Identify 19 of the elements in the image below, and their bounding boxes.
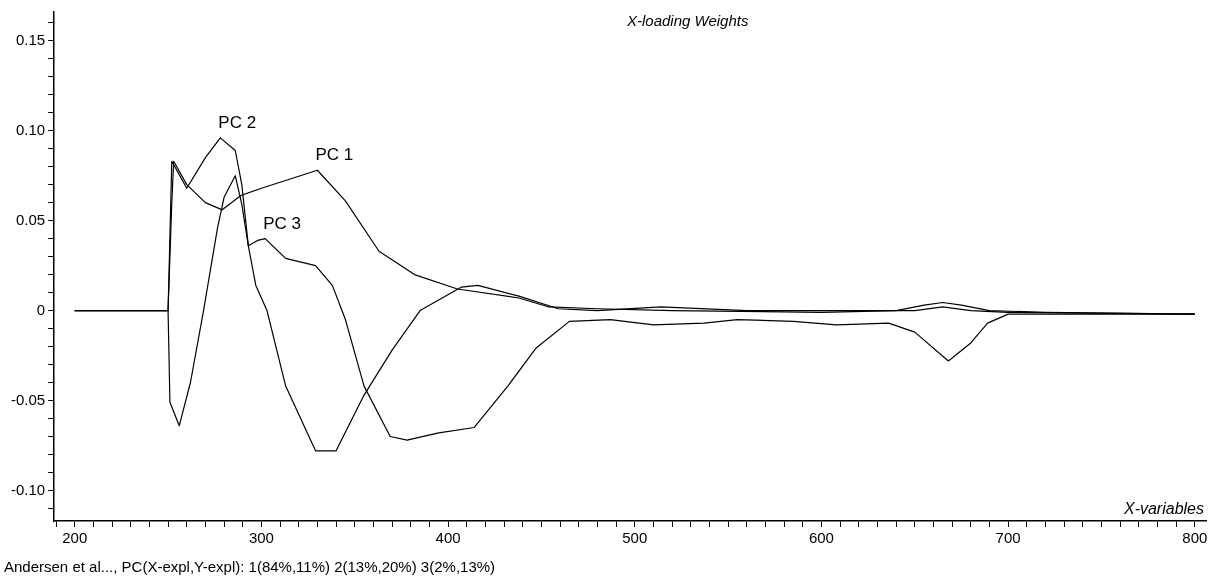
y-tick-label: 0.10 [15, 120, 46, 138]
x-tick-label: 600 [808, 529, 834, 547]
x-tick-label: 800 [1182, 529, 1208, 547]
x-tick-label: 700 [995, 529, 1021, 547]
x-tick-label: 400 [435, 529, 461, 547]
text: Andersen et al..., PC(X-expl,Y-expl): 1(84%,11%) 2(13%,20%) 3(2%,13%) [4, 557, 496, 575]
y-tick-label: -0.10 [10, 480, 46, 498]
y-tick-label: 0 [36, 300, 46, 318]
series-label: PC 3 [263, 213, 301, 233]
x-axis-title: X-variables [1122, 500, 1204, 518]
series-label: PC 1 [315, 145, 354, 165]
y-tick-label: 0.05 [15, 210, 46, 228]
y-tick-label: 0.15 [15, 30, 46, 48]
y-tick-label: -0.05 [10, 390, 46, 408]
x-tick-label: 200 [62, 529, 88, 547]
series-label: PC 2 [218, 113, 257, 133]
x-tick-label: 300 [248, 529, 274, 547]
x-tick-label: 500 [622, 529, 648, 547]
chart-title: X-loading Weights [625, 11, 749, 29]
